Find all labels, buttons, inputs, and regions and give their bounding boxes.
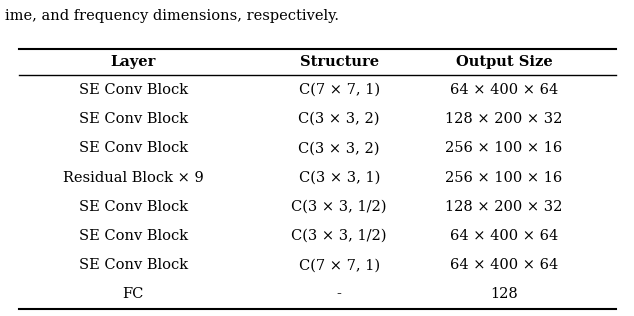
Text: C(7 × 7, 1): C(7 × 7, 1) <box>299 83 380 97</box>
Text: Output Size: Output Size <box>456 55 552 69</box>
Text: 256 × 100 × 16: 256 × 100 × 16 <box>446 171 562 185</box>
Text: Residual Block × 9: Residual Block × 9 <box>63 171 204 185</box>
Text: 64 × 400 × 64: 64 × 400 × 64 <box>450 83 558 97</box>
Text: 256 × 100 × 16: 256 × 100 × 16 <box>446 141 562 155</box>
Text: SE Conv Block: SE Conv Block <box>79 200 188 214</box>
Text: 128 × 200 × 32: 128 × 200 × 32 <box>445 200 563 214</box>
Text: Structure: Structure <box>300 55 378 69</box>
Text: 128 × 200 × 32: 128 × 200 × 32 <box>445 112 563 126</box>
Text: SE Conv Block: SE Conv Block <box>79 258 188 272</box>
Text: 128: 128 <box>490 288 518 301</box>
Text: SE Conv Block: SE Conv Block <box>79 141 188 155</box>
Text: C(7 × 7, 1): C(7 × 7, 1) <box>299 258 380 272</box>
Text: 64 × 400 × 64: 64 × 400 × 64 <box>450 229 558 243</box>
Text: C(3 × 3, 2): C(3 × 3, 2) <box>299 112 380 126</box>
Text: SE Conv Block: SE Conv Block <box>79 112 188 126</box>
Text: Layer: Layer <box>110 55 156 69</box>
Text: C(3 × 3, 1/2): C(3 × 3, 1/2) <box>292 200 387 214</box>
Text: SE Conv Block: SE Conv Block <box>79 229 188 243</box>
Text: C(3 × 3, 1/2): C(3 × 3, 1/2) <box>292 229 387 243</box>
Text: FC: FC <box>122 288 144 301</box>
Text: ime, and frequency dimensions, respectively.: ime, and frequency dimensions, respectiv… <box>5 9 339 23</box>
Text: -: - <box>337 288 342 301</box>
Text: 64 × 400 × 64: 64 × 400 × 64 <box>450 258 558 272</box>
Text: SE Conv Block: SE Conv Block <box>79 83 188 97</box>
Text: C(3 × 3, 2): C(3 × 3, 2) <box>299 141 380 155</box>
Text: C(3 × 3, 1): C(3 × 3, 1) <box>299 171 380 185</box>
